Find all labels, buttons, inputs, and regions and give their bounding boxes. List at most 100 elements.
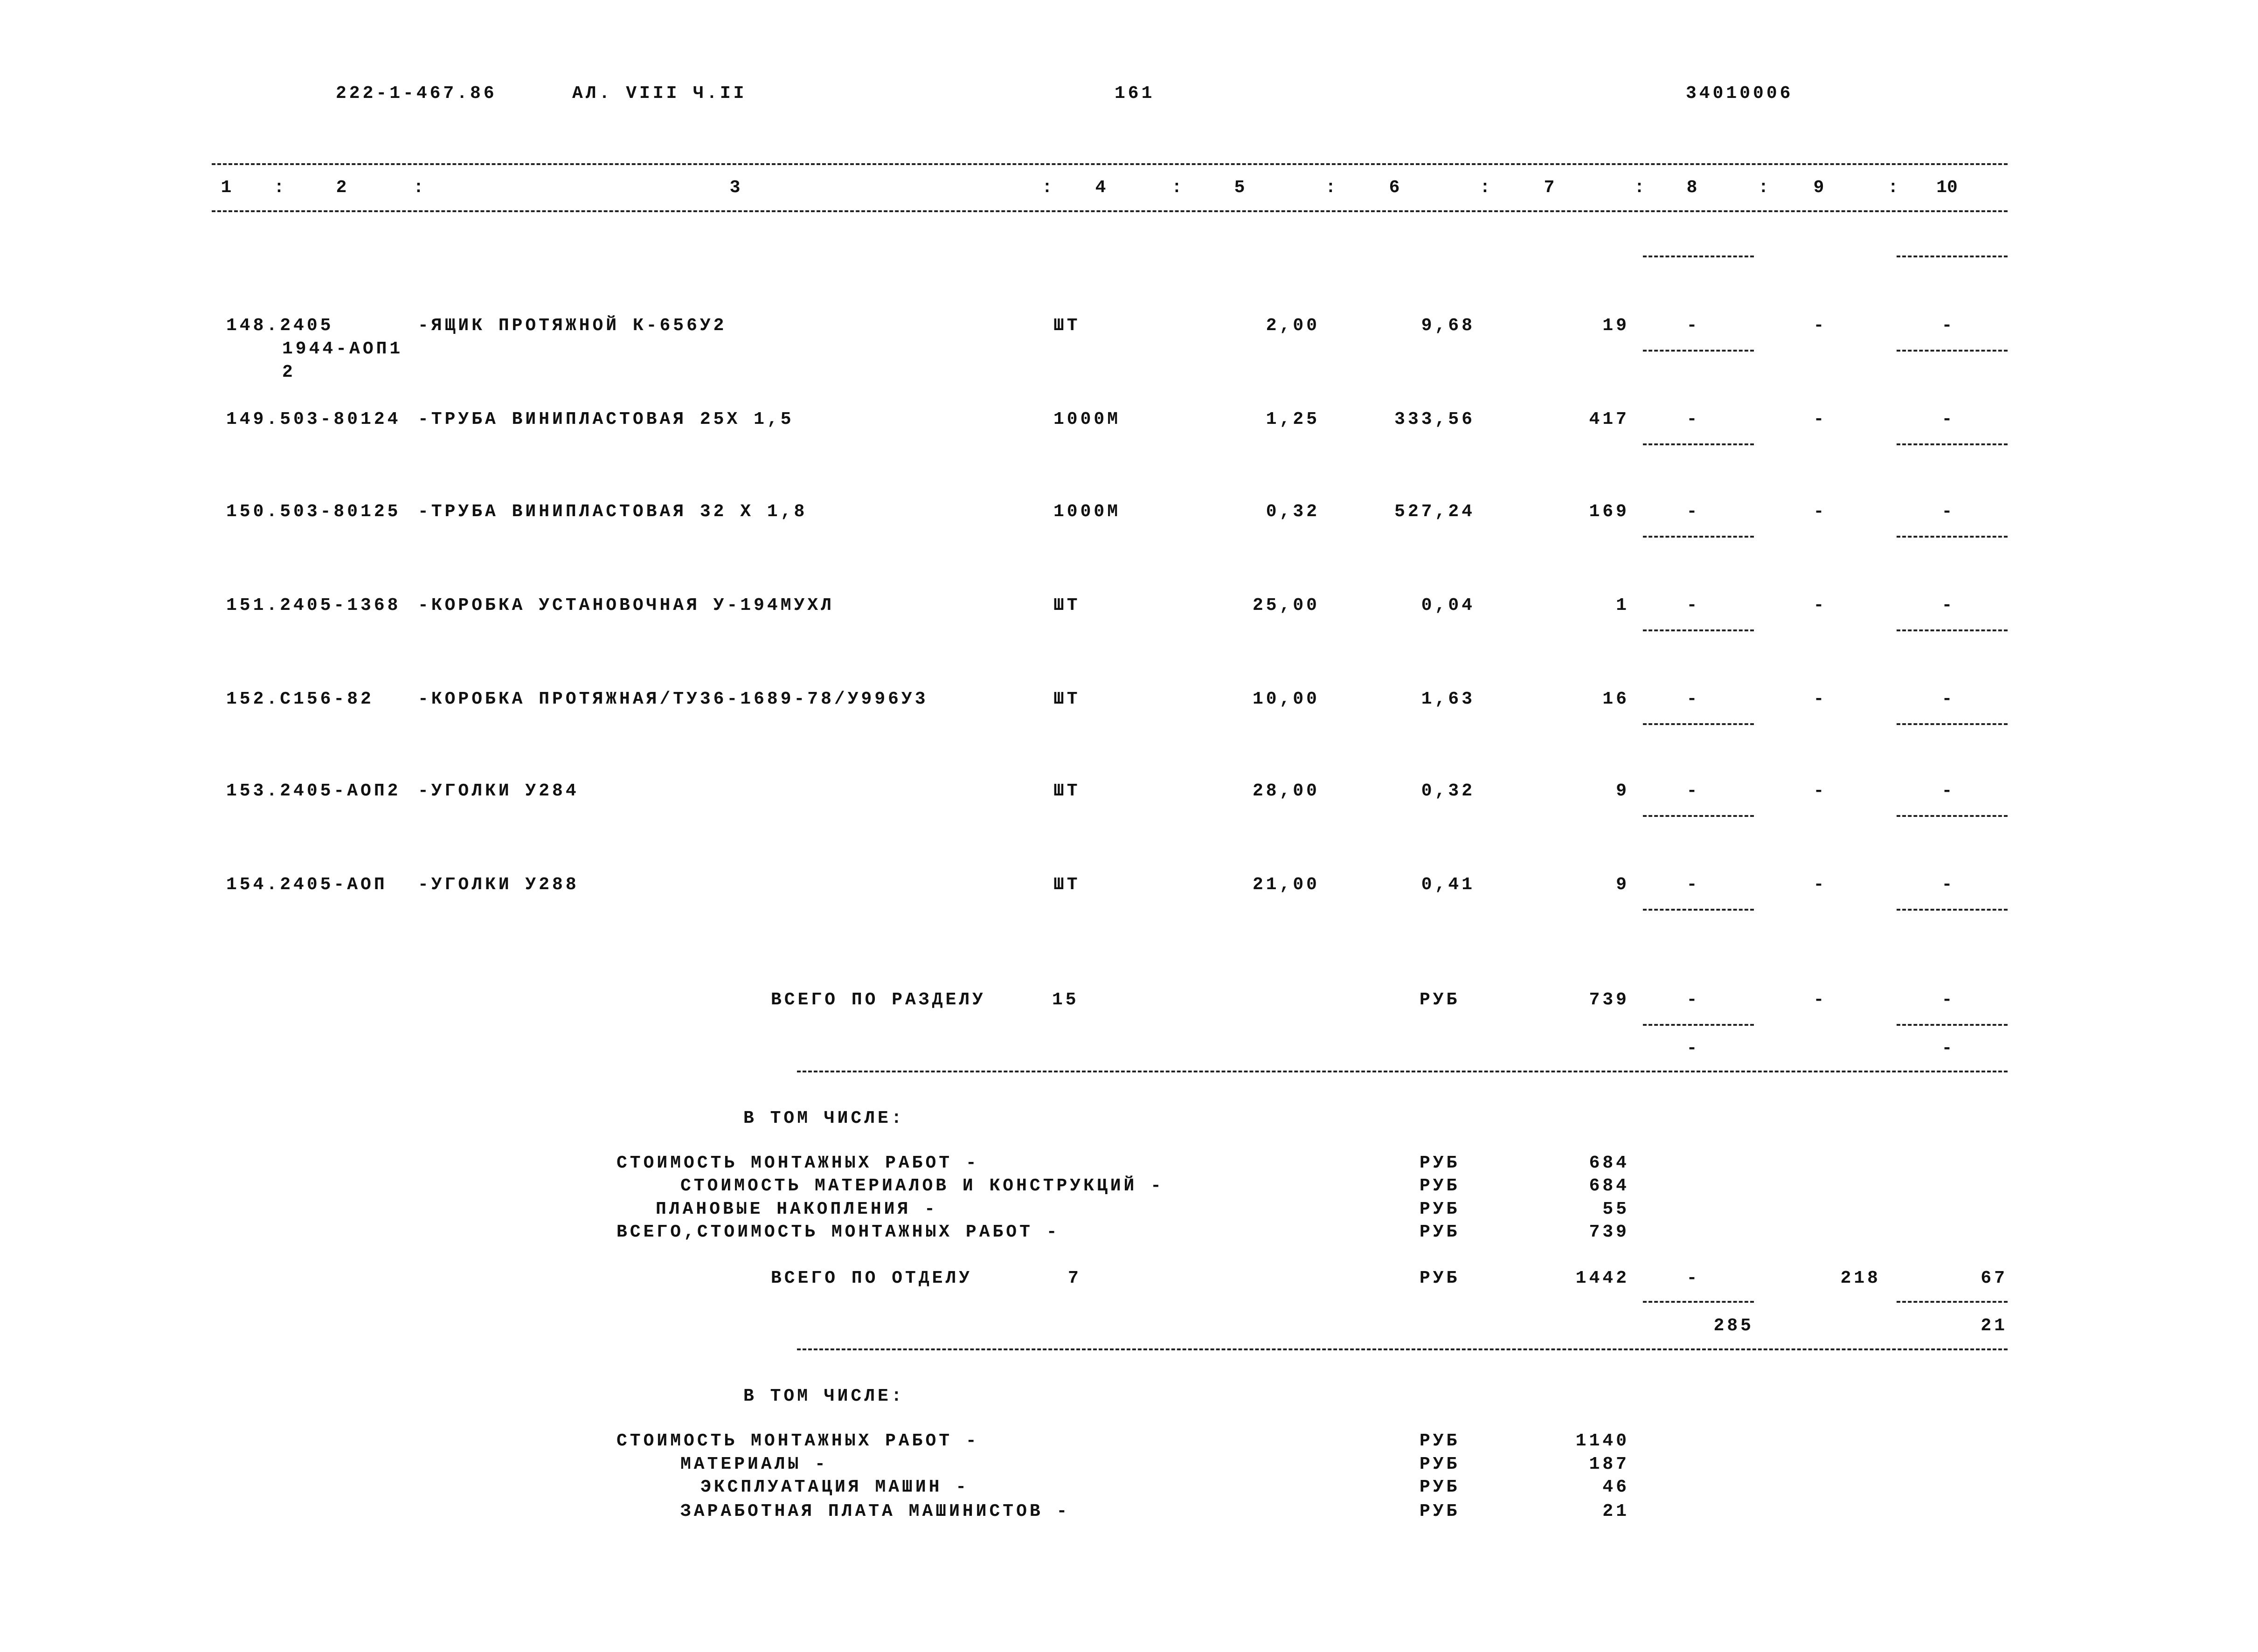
department-total-col9: 218: [1840, 1268, 1881, 1288]
item-quantity: 25,00: [1252, 595, 1320, 615]
col10-rule: [1897, 1301, 2008, 1303]
breakdown-value: 187: [1589, 1454, 1629, 1474]
item-code: 150.503-80125: [226, 502, 401, 522]
item-unit: ШТ: [1053, 689, 1081, 709]
breakdown-label: СТОИМОСТЬ МОНТАЖНЫХ РАБОТ -: [616, 1153, 979, 1173]
section-breakdown-heading: В ТОМ ЧИСЛЕ:: [743, 1108, 905, 1128]
item-name: -УГОЛКИ У288: [418, 875, 579, 895]
section-total-col9: -: [1813, 990, 1824, 1010]
breakdown-label: ВСЕГО,СТОИМОСТЬ МОНТАЖНЫХ РАБОТ -: [616, 1222, 1060, 1242]
breakdown-label: ЗАРАБОТНАЯ ПЛАТА МАШИНИСТОВ -: [680, 1501, 1070, 1521]
item-quantity: 2,00: [1266, 316, 1320, 336]
item-total: 19: [1602, 316, 1629, 336]
header-bottom-rule: [212, 210, 2008, 212]
album-reference: АЛ. VIII Ч.II: [572, 83, 747, 104]
item-col10: -: [1941, 689, 1953, 709]
section-total-col8: -: [1686, 990, 1697, 1010]
breakdown-label: СТОИМОСТЬ МАТЕРИАЛОВ И КОНСТРУКЦИЙ -: [680, 1176, 1164, 1196]
column-header-6: 6: [1389, 178, 1400, 198]
column-separator: :: [1042, 178, 1055, 198]
breakdown-value: 684: [1589, 1153, 1629, 1173]
breakdown-value: 46: [1602, 1477, 1629, 1497]
item-unit-price: 9,68: [1421, 316, 1475, 336]
breakdown-value: 684: [1589, 1176, 1629, 1196]
column-separator: :: [1480, 178, 1493, 198]
item-quantity: 1,25: [1266, 409, 1320, 429]
breakdown-unit: РУБ: [1420, 1431, 1460, 1451]
breakdown-value: 21: [1602, 1501, 1629, 1521]
item-quantity: 28,00: [1252, 781, 1320, 801]
column-header-3: 3: [729, 178, 741, 198]
col10-rule: [1897, 1024, 2008, 1026]
item-col8: -: [1686, 502, 1697, 522]
item-col9: -: [1813, 689, 1824, 709]
col10-rule: [1897, 815, 2008, 817]
item-unit: ШТ: [1053, 875, 1081, 895]
breakdown-value: 55: [1602, 1199, 1629, 1219]
item-unit-price: 333,56: [1394, 409, 1475, 429]
item-name: -КОРОБКА УСТАНОВОЧНАЯ У-194МУХЛ: [418, 595, 834, 615]
item-total: 169: [1589, 502, 1629, 522]
item-col8: -: [1686, 409, 1697, 429]
item-unit-price: 527,24: [1394, 502, 1475, 522]
item-total: 16: [1602, 689, 1629, 709]
item-name: -ТРУБА ВИНИПЛАСТОВАЯ 32 Х 1,8: [418, 502, 808, 522]
item-col9: -: [1813, 409, 1824, 429]
item-code: 149.503-80124: [226, 409, 401, 429]
item-unit: 1000М: [1053, 502, 1121, 522]
item-code: 154.2405-АОП: [226, 875, 388, 895]
item-col10: -: [1941, 316, 1953, 336]
department-total-value: 1442: [1575, 1268, 1629, 1288]
col8-rule: [1643, 723, 1754, 725]
department-rule: [797, 1348, 2008, 1350]
column-separator: :: [1758, 178, 1772, 198]
column-separator: :: [413, 178, 427, 198]
section-rule: [797, 1071, 2008, 1072]
item-col9: -: [1813, 316, 1824, 336]
col8-rule: [1643, 629, 1754, 631]
item-unit-price: 1,63: [1421, 689, 1475, 709]
item-col9: -: [1813, 781, 1824, 801]
item-col9: -: [1813, 502, 1824, 522]
item-code: 148.2405: [226, 316, 334, 336]
department-total-unit: РУБ: [1420, 1268, 1460, 1288]
doc-number: 222-1-467.86: [336, 83, 497, 104]
col10-rule: [1897, 536, 2008, 538]
item-col10: -: [1941, 409, 1953, 429]
col8-rule: [1643, 350, 1754, 352]
section-total-col10-sub: -: [1941, 1038, 1953, 1058]
department-total-col8-sub: 285: [1713, 1316, 1754, 1336]
item-unit: ШТ: [1053, 595, 1081, 615]
item-name: -УГОЛКИ У284: [418, 781, 579, 801]
col10-rule: [1897, 443, 2008, 445]
department-total-number: 7: [1068, 1268, 1081, 1288]
column-header-1: 1: [221, 178, 232, 198]
item-name: -ЯЩИК ПРОТЯЖНОЙ К-656У2: [418, 316, 727, 336]
section-total-value: 739: [1589, 990, 1629, 1010]
col10-rule: [1897, 350, 2008, 352]
breakdown-label: МАТЕРИАЛЫ -: [680, 1454, 828, 1474]
section-total-col10: -: [1941, 990, 1953, 1010]
col10-rule: [1897, 723, 2008, 725]
breakdown-label: ЭКСПЛУАТАЦИЯ МАШИН -: [700, 1477, 970, 1497]
item-unit: ШТ: [1053, 781, 1081, 801]
breakdown-label: ПЛАНОВЫЕ НАКОПЛЕНИЯ -: [656, 1199, 938, 1219]
col8-rule: [1643, 1024, 1754, 1026]
col10-rule: [1897, 629, 2008, 631]
item-code: 153.2405-АОП2: [226, 781, 401, 801]
breakdown-unit: РУБ: [1420, 1222, 1460, 1242]
item-unit-price: 0,41: [1421, 875, 1475, 895]
column-header-4: 4: [1095, 178, 1106, 198]
breakdown-unit: РУБ: [1420, 1501, 1460, 1521]
column-separator: :: [1634, 178, 1648, 198]
item-code: 152.С156-82: [226, 689, 374, 709]
column-header-5: 5: [1234, 178, 1245, 198]
column-header-7: 7: [1544, 178, 1555, 198]
item-col8: -: [1686, 595, 1697, 615]
section-total-label: ВСЕГО ПО РАЗДЕЛУ: [771, 990, 986, 1010]
item-col10: -: [1941, 595, 1953, 615]
col8-rule: [1643, 815, 1754, 817]
column-separator: :: [1325, 178, 1339, 198]
page-number: 161: [1115, 83, 1155, 104]
header-top-rule: [212, 163, 2008, 165]
